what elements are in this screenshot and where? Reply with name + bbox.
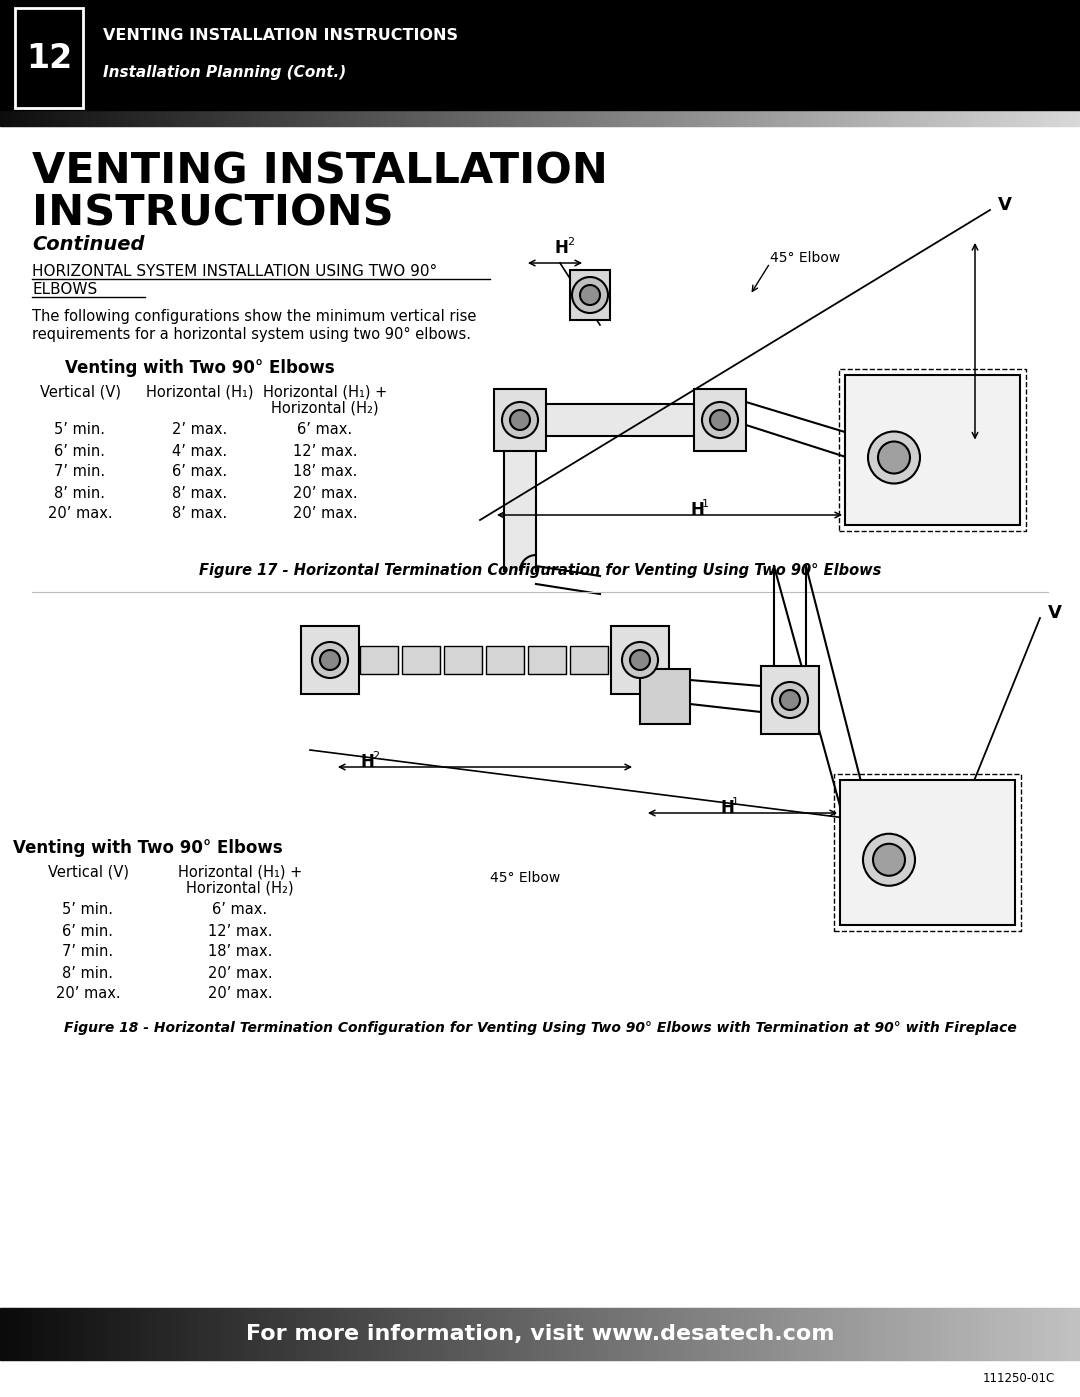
- Text: 18’ max.: 18’ max.: [293, 464, 357, 479]
- Circle shape: [502, 402, 538, 439]
- Circle shape: [320, 650, 340, 671]
- Text: HORIZONTAL SYSTEM INSTALLATION USING TWO 90°: HORIZONTAL SYSTEM INSTALLATION USING TWO…: [32, 264, 437, 279]
- Circle shape: [772, 682, 808, 718]
- Bar: [486, 645, 524, 673]
- Text: Vertical (V): Vertical (V): [48, 865, 129, 880]
- Bar: [694, 388, 746, 451]
- Bar: [839, 369, 1026, 531]
- Text: Vertical (V): Vertical (V): [40, 384, 121, 400]
- Text: Continued: Continued: [32, 235, 145, 253]
- Text: requirements for a horizontal system using two 90° elbows.: requirements for a horizontal system usi…: [32, 327, 471, 341]
- Text: Horizontal (H₁) +: Horizontal (H₁) +: [178, 865, 302, 880]
- Text: 2’ max.: 2’ max.: [173, 422, 228, 437]
- Text: H: H: [720, 799, 734, 817]
- Text: 8’ max.: 8’ max.: [173, 486, 228, 500]
- Text: Horizontal (H₁) +: Horizontal (H₁) +: [262, 384, 387, 400]
- Text: Installation Planning (Cont.): Installation Planning (Cont.): [103, 64, 347, 80]
- Text: 20’ max.: 20’ max.: [48, 507, 112, 521]
- Bar: [528, 645, 566, 673]
- Bar: [15, 8, 83, 108]
- Text: 2: 2: [567, 237, 575, 247]
- Text: 8’ max.: 8’ max.: [173, 507, 228, 521]
- Text: ELBOWS: ELBOWS: [32, 282, 97, 298]
- Circle shape: [312, 643, 348, 678]
- Text: 4’ max.: 4’ max.: [173, 443, 228, 458]
- Circle shape: [510, 409, 530, 430]
- Bar: [494, 388, 546, 451]
- Text: H: H: [555, 239, 569, 257]
- Text: 5’ min.: 5’ min.: [63, 902, 113, 918]
- Text: 45° Elbow: 45° Elbow: [770, 251, 840, 265]
- Circle shape: [878, 441, 910, 474]
- Text: Figure 17 - Horizontal Termination Configuration for Venting Using Two 90° Elbow: Figure 17 - Horizontal Termination Confi…: [199, 563, 881, 577]
- Text: 12’ max.: 12’ max.: [207, 923, 272, 939]
- Text: 20’ max.: 20’ max.: [207, 986, 272, 1002]
- Text: V: V: [1048, 604, 1062, 622]
- Bar: [840, 780, 1015, 925]
- Circle shape: [702, 402, 738, 439]
- Bar: [570, 270, 610, 320]
- Text: 6’ max.: 6’ max.: [297, 422, 352, 437]
- Text: VENTING INSTALLATION: VENTING INSTALLATION: [32, 151, 608, 193]
- Circle shape: [630, 650, 650, 671]
- Text: 1: 1: [702, 499, 708, 509]
- Bar: [504, 451, 536, 571]
- Text: Venting with Two 90° Elbows: Venting with Two 90° Elbows: [65, 359, 335, 377]
- Text: 6’ min.: 6’ min.: [54, 443, 106, 458]
- Bar: [611, 626, 669, 694]
- Bar: [402, 645, 440, 673]
- Text: 20’ max.: 20’ max.: [56, 986, 120, 1002]
- Bar: [360, 645, 399, 673]
- Circle shape: [710, 409, 730, 430]
- Text: 12: 12: [26, 42, 72, 74]
- Text: H: H: [360, 753, 374, 771]
- Text: 20’ max.: 20’ max.: [207, 965, 272, 981]
- Text: The following configurations show the minimum vertical rise: The following configurations show the mi…: [32, 309, 476, 324]
- Bar: [15, 8, 83, 108]
- Bar: [444, 645, 482, 673]
- Text: V: V: [998, 196, 1012, 214]
- Text: INSTRUCTIONS: INSTRUCTIONS: [32, 193, 393, 235]
- Text: 111250-01C: 111250-01C: [983, 1372, 1055, 1384]
- Text: 2: 2: [372, 752, 379, 761]
- Circle shape: [863, 834, 915, 886]
- Text: Venting with Two 90° Elbows: Venting with Two 90° Elbows: [13, 840, 283, 856]
- Circle shape: [572, 277, 608, 313]
- Text: 7’ min.: 7’ min.: [63, 944, 113, 960]
- Text: Horizontal (H₂): Horizontal (H₂): [186, 880, 294, 895]
- Text: Horizontal (H₁): Horizontal (H₁): [146, 384, 254, 400]
- Text: 12’ max.: 12’ max.: [293, 443, 357, 458]
- Circle shape: [780, 690, 800, 710]
- Bar: [546, 404, 694, 436]
- Text: 18’ max.: 18’ max.: [207, 944, 272, 960]
- Bar: [612, 645, 650, 673]
- Circle shape: [873, 844, 905, 876]
- Text: Figure 18 - Horizontal Termination Configuration for Venting Using Two 90° Elbow: Figure 18 - Horizontal Termination Confi…: [64, 1021, 1016, 1035]
- Text: 6’ min.: 6’ min.: [63, 923, 113, 939]
- Text: 45° Elbow: 45° Elbow: [490, 870, 561, 886]
- Text: 20’ max.: 20’ max.: [293, 486, 357, 500]
- Circle shape: [868, 432, 920, 483]
- Bar: [301, 626, 359, 694]
- Circle shape: [580, 285, 600, 305]
- Text: Horizontal (H₂): Horizontal (H₂): [271, 401, 379, 415]
- Text: 7’ min.: 7’ min.: [54, 464, 106, 479]
- Bar: [640, 669, 690, 724]
- Text: 5’ min.: 5’ min.: [54, 422, 106, 437]
- Text: 6’ max.: 6’ max.: [213, 902, 268, 918]
- Text: 8’ min.: 8’ min.: [54, 486, 106, 500]
- Bar: [845, 374, 1020, 525]
- Bar: [0, 0, 1080, 110]
- Circle shape: [622, 643, 658, 678]
- Bar: [570, 645, 608, 673]
- Bar: [834, 774, 1021, 930]
- Text: 1: 1: [732, 798, 739, 807]
- Text: For more information, visit www.desatech.com: For more information, visit www.desatech…: [246, 1324, 834, 1344]
- Bar: [761, 666, 819, 733]
- Text: 20’ max.: 20’ max.: [293, 507, 357, 521]
- Text: 6’ max.: 6’ max.: [173, 464, 228, 479]
- Text: 8’ min.: 8’ min.: [63, 965, 113, 981]
- Text: H: H: [690, 502, 704, 520]
- Text: VENTING INSTALLATION INSTRUCTIONS: VENTING INSTALLATION INSTRUCTIONS: [103, 28, 458, 42]
